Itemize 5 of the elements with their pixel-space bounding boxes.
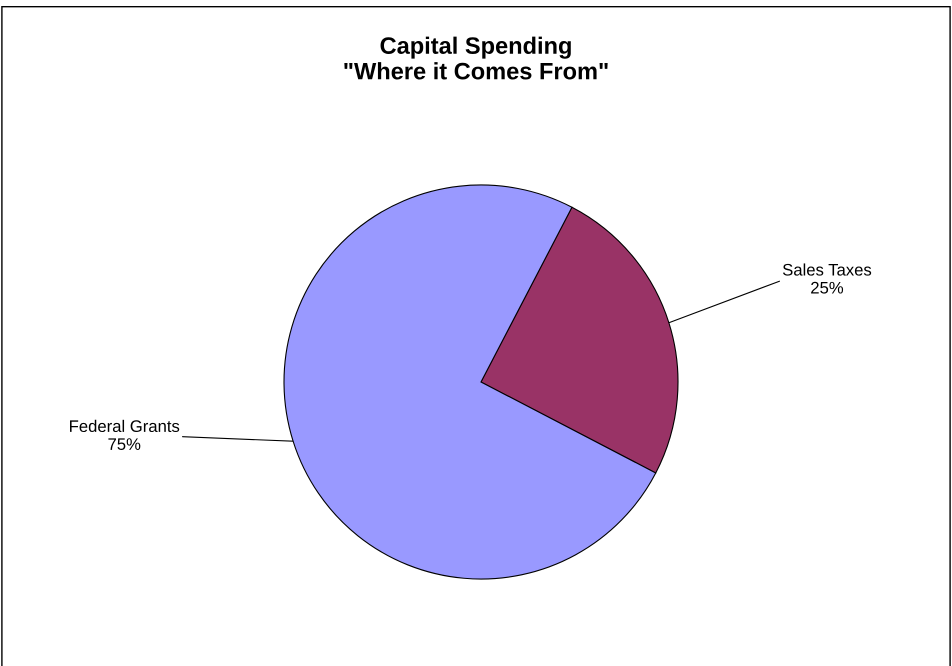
slice-label: Federal Grants bbox=[70, 420, 180, 432]
chart-title: Capital Spending "Where it Comes From" bbox=[344, 36, 608, 80]
data-label: 25% bbox=[811, 282, 844, 294]
data-label: 75% bbox=[108, 438, 140, 450]
slice-label: Sales Taxes bbox=[782, 263, 872, 276]
